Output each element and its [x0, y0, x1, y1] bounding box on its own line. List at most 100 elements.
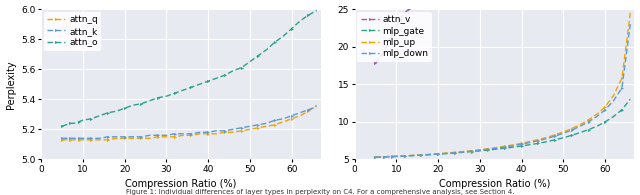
- mlp_gate: [392, 155, 400, 158]
- mlp_up: [460, 150, 467, 153]
- mlp_gate: [451, 152, 459, 154]
- X-axis label: Compression Ratio (%): Compression Ratio (%): [439, 179, 550, 190]
- attn_q: [104, 139, 112, 141]
- attn_q: [70, 139, 78, 141]
- mlp_up: [426, 153, 434, 155]
- attn_q: [212, 133, 220, 135]
- attn_v: [392, 25, 400, 27]
- mlp_gate: [627, 98, 634, 100]
- Line: attn_v: attn_v: [374, 8, 410, 65]
- attn_q: [229, 131, 237, 133]
- mlp_up: [602, 105, 609, 108]
- attn_o: [171, 92, 179, 94]
- mlp_down: [468, 150, 476, 152]
- attn_k: [204, 131, 212, 133]
- attn_v: [380, 50, 388, 52]
- attn_o: [263, 49, 271, 51]
- attn_k: [280, 118, 287, 120]
- mlp_gate: [376, 156, 383, 158]
- mlp_gate: [426, 153, 434, 156]
- attn_o: [62, 124, 70, 126]
- mlp_gate: [618, 109, 626, 111]
- attn_o: [179, 89, 187, 91]
- mlp_down: [376, 156, 383, 158]
- mlp_down: [501, 146, 509, 148]
- mlp_gate: [435, 153, 442, 155]
- mlp_down: [551, 135, 559, 137]
- attn_q: [246, 128, 253, 130]
- mlp_up: [443, 152, 451, 154]
- attn_q: [163, 136, 170, 138]
- Line: attn_k: attn_k: [60, 105, 318, 140]
- attn_k: [171, 133, 179, 135]
- Line: attn_q: attn_q: [60, 104, 318, 141]
- mlp_gate: [593, 125, 601, 128]
- attn_o: [163, 95, 170, 97]
- attn_q: [188, 134, 195, 136]
- mlp_gate: [388, 155, 396, 158]
- attn_o: [237, 66, 245, 69]
- attn_o: [188, 86, 195, 88]
- attn_q: [58, 139, 66, 141]
- mlp_gate: [493, 148, 500, 150]
- attn_k: [67, 137, 74, 139]
- attn_q: [121, 137, 129, 139]
- mlp_gate: [585, 129, 593, 131]
- Line: attn_o: attn_o: [60, 9, 318, 128]
- mlp_down: [534, 139, 542, 142]
- mlp_down: [618, 87, 626, 89]
- attn_q: [87, 139, 95, 141]
- mlp_up: [468, 150, 476, 152]
- attn_o: [204, 80, 212, 82]
- attn_o: [313, 9, 321, 12]
- Legend: attn_q, attn_k, attn_o: attn_q, attn_k, attn_o: [44, 12, 101, 51]
- attn_o: [104, 112, 112, 114]
- mlp_gate: [401, 155, 408, 157]
- mlp_up: [376, 156, 383, 158]
- mlp_down: [409, 154, 417, 157]
- mlp_up: [509, 144, 517, 146]
- mlp_down: [451, 152, 459, 154]
- attn_o: [246, 60, 253, 63]
- mlp_down: [593, 115, 601, 118]
- attn_o: [280, 35, 287, 37]
- attn_q: [67, 139, 74, 141]
- attn_k: [113, 136, 120, 138]
- attn_o: [129, 104, 137, 106]
- attn_o: [196, 83, 204, 85]
- attn_k: [271, 119, 279, 121]
- attn_v: [384, 42, 392, 44]
- mlp_gate: [543, 141, 550, 143]
- mlp_gate: [409, 154, 417, 157]
- mlp_down: [509, 144, 517, 147]
- mlp_down: [602, 109, 609, 111]
- attn_v: [397, 18, 404, 20]
- mlp_down: [435, 153, 442, 155]
- mlp_gate: [443, 152, 451, 155]
- mlp_up: [501, 145, 509, 147]
- attn_k: [58, 137, 66, 139]
- attn_o: [138, 103, 145, 105]
- attn_q: [237, 130, 245, 132]
- mlp_gate: [610, 115, 618, 118]
- mlp_gate: [384, 155, 392, 158]
- attn_k: [70, 137, 78, 139]
- attn_k: [95, 137, 103, 139]
- mlp_gate: [551, 139, 559, 141]
- mlp_up: [493, 146, 500, 149]
- attn_o: [95, 115, 103, 117]
- mlp_up: [392, 155, 400, 157]
- attn_k: [188, 133, 195, 135]
- mlp_up: [551, 134, 559, 136]
- mlp_down: [576, 125, 584, 128]
- mlp_up: [526, 140, 534, 143]
- mlp_gate: [380, 156, 388, 158]
- mlp_down: [460, 151, 467, 153]
- mlp_gate: [501, 147, 509, 149]
- attn_o: [58, 125, 66, 128]
- attn_q: [313, 104, 321, 106]
- Line: mlp_up: mlp_up: [374, 11, 632, 159]
- attn_q: [280, 121, 287, 123]
- mlp_gate: [568, 134, 575, 136]
- attn_o: [271, 41, 279, 43]
